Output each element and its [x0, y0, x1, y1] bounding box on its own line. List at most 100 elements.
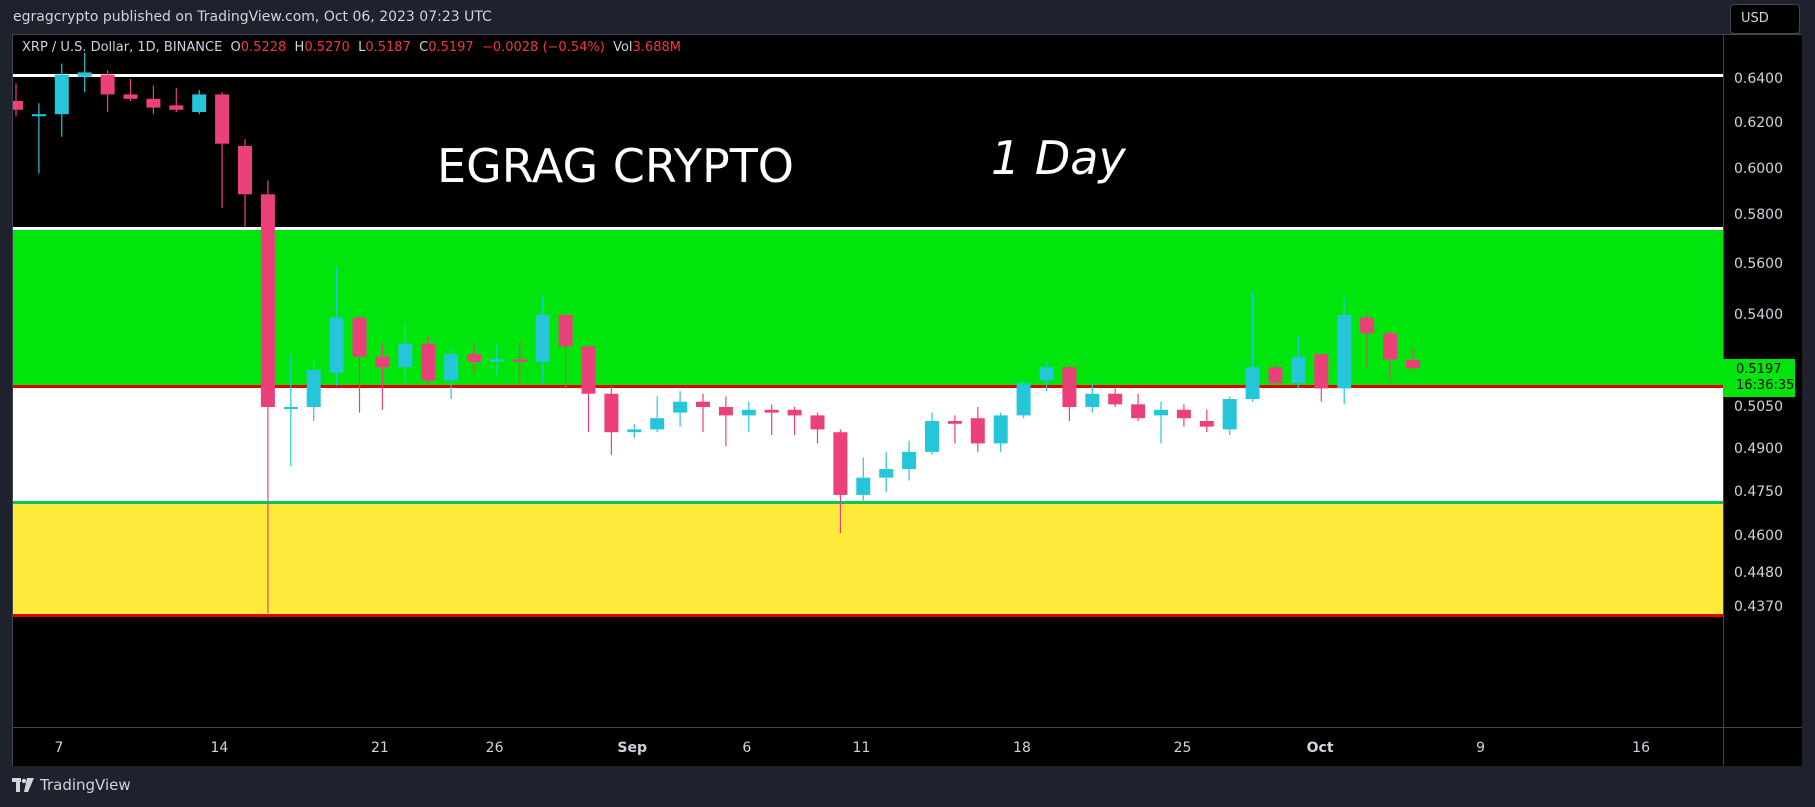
candle	[352, 315, 367, 413]
candle	[1108, 388, 1123, 407]
candle-body	[604, 393, 619, 433]
candle	[169, 87, 184, 112]
legend-close: 0.5197	[428, 40, 474, 55]
candle	[1016, 380, 1031, 419]
candle	[879, 451, 894, 492]
candle-body	[489, 359, 504, 362]
candle	[581, 346, 596, 433]
candle-body	[146, 98, 161, 108]
legend-close-key: C	[419, 40, 429, 55]
level-line-green	[13, 501, 1723, 505]
candle-body	[902, 451, 917, 470]
level-line-white	[13, 227, 1723, 231]
candle	[13, 83, 23, 117]
price-tick: 0.6200	[1734, 115, 1783, 131]
price-tick: 0.5600	[1734, 256, 1783, 272]
time-axis[interactable]: 7 14 21 26 Sep 6 11 18 25 Oct 9 16	[13, 727, 1723, 766]
candle	[1405, 348, 1420, 371]
candle-body	[1176, 409, 1191, 419]
candle-body	[352, 317, 367, 357]
candle	[192, 90, 207, 115]
candle-body	[718, 407, 733, 416]
candle-body	[1383, 333, 1397, 360]
price-tick: 0.4600	[1734, 528, 1783, 544]
candle	[1154, 401, 1168, 444]
candle	[993, 412, 1008, 452]
last-price-badge: 0.5197 16:36:35	[1723, 359, 1795, 397]
overlay-title: EGRAG CRYPTO	[437, 139, 795, 193]
candle	[1268, 364, 1283, 386]
candle-body	[375, 356, 390, 368]
plot-area[interactable]: XRP / U.S. Dollar, 1D, BINANCE O0.5228 H…	[13, 35, 1723, 727]
candle	[421, 335, 436, 384]
candle-body	[1039, 367, 1054, 381]
candle	[54, 63, 69, 137]
candle	[673, 391, 688, 427]
symbol-legend[interactable]: XRP / U.S. Dollar, 1D, BINANCE O0.5228 H…	[22, 40, 681, 55]
candle	[558, 315, 573, 389]
level-line-red	[13, 613, 1723, 617]
legend-high: 0.5270	[304, 40, 350, 55]
candle-body	[100, 74, 115, 95]
candle-body	[260, 194, 275, 407]
price-tick: 0.4370	[1734, 599, 1783, 615]
candle-body	[627, 429, 642, 433]
candle-body	[993, 415, 1008, 444]
candle-body	[1062, 367, 1077, 407]
candle-body	[512, 359, 527, 362]
candle	[1360, 312, 1375, 368]
candle	[375, 343, 390, 410]
candle	[1245, 292, 1260, 402]
candle	[1383, 330, 1397, 381]
candle	[123, 79, 138, 101]
candle-body	[192, 94, 207, 112]
price-tick: 0.6400	[1734, 71, 1783, 87]
legend-low: 0.5187	[365, 40, 411, 55]
candle	[1222, 396, 1237, 435]
candle	[398, 322, 413, 384]
candle	[650, 396, 665, 433]
candle-body	[810, 415, 825, 430]
candle-body	[306, 369, 321, 407]
candle-body	[444, 354, 459, 381]
time-tick: 21	[371, 740, 389, 756]
currency-button[interactable]: USD	[1730, 4, 1800, 34]
time-tick: 9	[1476, 740, 1486, 756]
candle-body	[13, 101, 23, 110]
chart-frame: XRP / U.S. Dollar, 1D, BINANCE O0.5228 H…	[12, 34, 1802, 766]
candle-body	[764, 409, 779, 413]
legend-volume: 3.688M	[632, 40, 681, 55]
tradingview-logo-icon	[12, 778, 34, 792]
time-tick: 6	[742, 740, 752, 756]
legend-open: 0.5228	[240, 40, 287, 55]
candle	[535, 294, 550, 384]
candle-body	[970, 418, 985, 444]
time-tick: Sep	[617, 740, 647, 756]
candle-body	[283, 407, 298, 409]
candle-body	[1245, 367, 1260, 400]
candle-body	[650, 418, 665, 430]
price-tick: 0.5400	[1734, 307, 1783, 323]
candle-body	[558, 315, 573, 347]
candle-body	[1016, 383, 1031, 416]
candle	[718, 396, 733, 447]
candle-body	[856, 477, 871, 495]
candle	[489, 343, 504, 376]
candle	[696, 393, 710, 433]
candle-body	[1085, 393, 1100, 407]
candle-body	[1291, 356, 1306, 384]
candle-body	[215, 94, 230, 144]
candle-body	[169, 105, 184, 110]
axis-corner	[1723, 727, 1802, 766]
price-tick: 0.5050	[1734, 399, 1783, 415]
level-line-white	[13, 74, 1723, 78]
published-info: egragcrypto published on TradingView.com…	[13, 9, 492, 25]
footer-brand-label: TradingView	[40, 776, 131, 794]
candle-body	[673, 401, 688, 413]
footer-brand[interactable]: TradingView	[12, 776, 131, 794]
candle-body	[1405, 359, 1420, 368]
candle	[604, 385, 619, 455]
candle	[238, 139, 252, 228]
candle-body	[1222, 399, 1237, 430]
candle-body	[1360, 317, 1375, 334]
